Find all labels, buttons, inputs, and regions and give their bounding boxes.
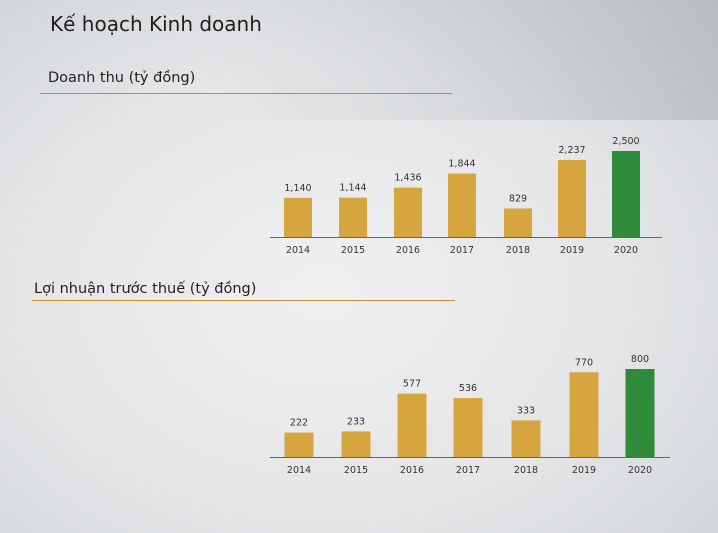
revenue-chart-title: Doanh thu (tỷ đồng) <box>48 70 196 86</box>
revenue-bar-2019 <box>558 160 586 237</box>
revenue-x-tick-2018: 2018 <box>506 245 530 256</box>
revenue-data-label-2019: 2,237 <box>558 145 585 156</box>
profit-x-tick-2016: 2016 <box>400 465 424 476</box>
profit-data-label-2015: 233 <box>347 416 365 427</box>
revenue-bar-2016 <box>394 187 422 237</box>
revenue-bar-2014 <box>284 197 312 237</box>
revenue-x-tick-2016: 2016 <box>396 245 420 256</box>
profit-data-label-2019: 770 <box>575 357 593 368</box>
profit-x-tick-2015: 2015 <box>344 465 368 476</box>
profit-data-label-2014: 222 <box>290 418 308 429</box>
revenue-data-label-2020: 2,500 <box>612 136 639 147</box>
profit-bar-2017 <box>453 398 483 457</box>
profit-x-tick-2020: 2020 <box>628 465 652 476</box>
revenue-x-tick-2020: 2020 <box>614 245 638 256</box>
profit-bar-2018 <box>511 420 541 457</box>
profit-x-tick-2014: 2014 <box>287 465 311 476</box>
revenue-x-tick-2019: 2019 <box>560 245 584 256</box>
revenue-bar-2018 <box>504 208 532 237</box>
profit-x-tick-2019: 2019 <box>572 465 596 476</box>
revenue-data-label-2015: 1,144 <box>339 183 366 194</box>
revenue-data-label-2014: 1,140 <box>284 183 311 194</box>
profit-bar-2016 <box>397 393 427 457</box>
profit-bar-2014 <box>284 432 314 457</box>
photo-shading <box>0 0 718 120</box>
revenue-bar-2015 <box>339 197 367 237</box>
profit-bar-2015 <box>341 431 371 457</box>
revenue-data-label-2018: 829 <box>509 193 527 204</box>
slide-title: Kế hoạch Kinh doanh <box>50 12 262 36</box>
profit-x-tick-2017: 2017 <box>456 465 480 476</box>
revenue-x-tick-2017: 2017 <box>450 245 474 256</box>
profit-bar-2019 <box>569 372 599 457</box>
revenue-x-tick-2014: 2014 <box>286 245 310 256</box>
profit-x-tick-2018: 2018 <box>514 465 538 476</box>
revenue-bar-2020 <box>612 151 640 237</box>
profit-bar-2020 <box>625 369 655 457</box>
profit-title-rule <box>32 300 455 301</box>
revenue-bar-2017 <box>448 173 476 237</box>
revenue-data-label-2016: 1,436 <box>394 173 421 184</box>
profit-data-label-2017: 536 <box>459 383 477 394</box>
revenue-x-tick-2015: 2015 <box>341 245 365 256</box>
revenue-data-label-2017: 1,844 <box>448 159 475 170</box>
profit-chart-title: Lợi nhuận trước thuế (tỷ đồng) <box>34 281 257 297</box>
profit-data-label-2018: 333 <box>517 405 535 416</box>
profit-data-label-2016: 577 <box>403 379 421 390</box>
profit-data-label-2020: 800 <box>631 354 649 365</box>
revenue-title-rule <box>40 93 452 94</box>
